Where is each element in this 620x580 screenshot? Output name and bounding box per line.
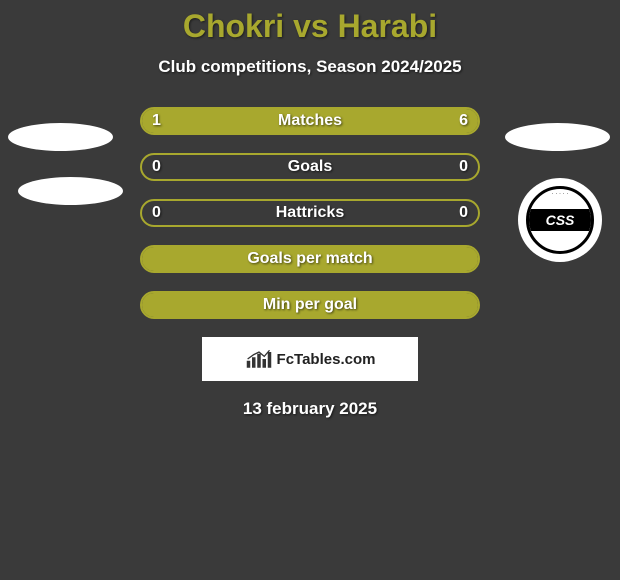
stats-container: 16Matches 00Goals 00Hattricks Goals per mat… — [140, 107, 480, 319]
stat-row: 00Goals — [140, 153, 480, 181]
chart-icon — [245, 348, 273, 370]
brand-box: FcTables.com — [202, 337, 418, 381]
player2-club-logo-1 — [505, 123, 610, 151]
club-badge-inner: · · · · · CSS — [526, 186, 594, 254]
stat-label: Matches — [142, 109, 478, 133]
stat-row: 00Hattricks — [140, 199, 480, 227]
badge-arc-text: · · · · · — [529, 191, 591, 197]
stat-label: Hattricks — [142, 201, 478, 225]
player2-club-badge: · · · · · CSS — [518, 178, 602, 262]
stat-label: Min per goal — [142, 293, 478, 317]
page-title: Chokri vs Harabi — [0, 0, 620, 45]
stat-label: Goals per match — [142, 247, 478, 271]
player1-club-logo-2 — [18, 177, 123, 205]
stat-label: Goals — [142, 155, 478, 179]
stat-row: 16Matches — [140, 107, 480, 135]
player1-club-logo-1 — [8, 123, 113, 151]
brand-text: FcTables.com — [277, 351, 376, 368]
stat-row: Goals per match — [140, 245, 480, 273]
subtitle: Club competitions, Season 2024/2025 — [0, 57, 620, 77]
stat-row: Min per goal — [140, 291, 480, 319]
date-text: 13 february 2025 — [0, 399, 620, 419]
badge-text: CSS — [529, 209, 591, 231]
